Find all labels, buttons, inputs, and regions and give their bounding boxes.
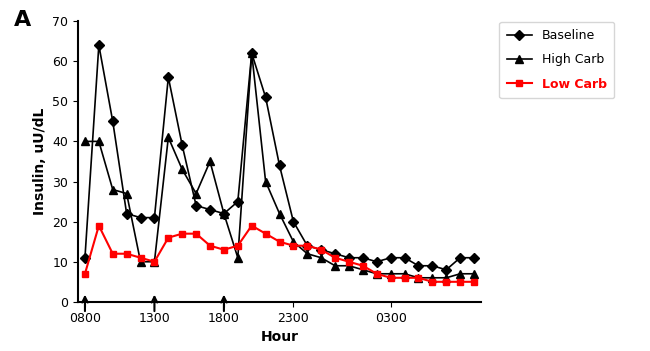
High Carb <box>443 276 450 280</box>
Baseline <box>443 268 450 272</box>
Low Carb <box>373 272 381 276</box>
High Carb <box>151 260 159 264</box>
High Carb <box>456 272 464 276</box>
Baseline <box>345 256 353 260</box>
Baseline <box>262 95 270 99</box>
Text: A: A <box>14 10 31 30</box>
Low Carb <box>95 224 103 228</box>
Baseline <box>95 43 103 47</box>
Baseline <box>415 264 422 268</box>
High Carb <box>109 187 116 192</box>
High Carb <box>95 139 103 144</box>
Low Carb <box>304 244 311 248</box>
Line: Low Carb: Low Carb <box>81 222 478 285</box>
Low Carb <box>359 264 367 268</box>
Low Carb <box>400 276 408 280</box>
Baseline <box>178 143 186 147</box>
High Carb <box>289 240 297 244</box>
Legend: Baseline, High Carb, Low Carb: Baseline, High Carb, Low Carb <box>499 22 614 98</box>
Low Carb <box>164 236 172 240</box>
High Carb <box>332 264 339 268</box>
Baseline <box>220 212 228 216</box>
Baseline <box>317 247 325 252</box>
Low Carb <box>317 247 325 252</box>
High Carb <box>178 167 186 172</box>
Baseline <box>428 264 436 268</box>
Low Carb <box>220 247 228 252</box>
Line: High Carb: High Carb <box>81 49 478 282</box>
Baseline <box>289 219 297 224</box>
High Carb <box>428 276 436 280</box>
Baseline <box>248 51 255 55</box>
High Carb <box>373 272 381 276</box>
Low Carb <box>332 256 339 260</box>
High Carb <box>206 159 214 164</box>
Baseline <box>332 252 339 256</box>
Low Carb <box>456 280 464 284</box>
High Carb <box>192 191 200 196</box>
Low Carb <box>206 244 214 248</box>
Baseline <box>470 256 478 260</box>
Baseline <box>206 207 214 212</box>
High Carb <box>81 139 89 144</box>
Low Carb <box>151 260 159 264</box>
High Carb <box>470 272 478 276</box>
High Carb <box>400 272 408 276</box>
Low Carb <box>276 240 283 244</box>
Low Carb <box>262 232 270 236</box>
Baseline <box>387 256 395 260</box>
X-axis label: Hour: Hour <box>261 330 298 344</box>
Low Carb <box>415 276 422 280</box>
Baseline <box>456 256 464 260</box>
Low Carb <box>234 244 242 248</box>
Low Carb <box>345 260 353 264</box>
High Carb <box>276 212 283 216</box>
Baseline <box>109 119 116 124</box>
Baseline <box>123 212 131 216</box>
Low Carb <box>289 244 297 248</box>
High Carb <box>317 256 325 260</box>
High Carb <box>304 252 311 256</box>
Baseline <box>359 256 367 260</box>
Baseline <box>81 256 89 260</box>
Y-axis label: Insulin, uU/dL: Insulin, uU/dL <box>32 108 47 215</box>
High Carb <box>123 191 131 196</box>
Low Carb <box>387 276 395 280</box>
Low Carb <box>136 256 144 260</box>
Baseline <box>151 216 159 220</box>
High Carb <box>345 264 353 268</box>
Low Carb <box>109 252 116 256</box>
High Carb <box>248 51 255 55</box>
Low Carb <box>123 252 131 256</box>
Low Carb <box>192 232 200 236</box>
Baseline <box>304 244 311 248</box>
Low Carb <box>443 280 450 284</box>
High Carb <box>164 135 172 139</box>
Baseline <box>136 216 144 220</box>
Baseline <box>373 260 381 264</box>
Line: Baseline: Baseline <box>81 42 478 273</box>
Low Carb <box>81 272 89 276</box>
High Carb <box>415 276 422 280</box>
Baseline <box>276 163 283 167</box>
Low Carb <box>178 232 186 236</box>
Low Carb <box>248 224 255 228</box>
High Carb <box>387 272 395 276</box>
Baseline <box>192 204 200 208</box>
High Carb <box>359 268 367 272</box>
Low Carb <box>428 280 436 284</box>
Low Carb <box>470 280 478 284</box>
Baseline <box>234 199 242 204</box>
High Carb <box>220 212 228 216</box>
Baseline <box>400 256 408 260</box>
High Carb <box>136 260 144 264</box>
High Carb <box>262 179 270 184</box>
High Carb <box>234 256 242 260</box>
Baseline <box>164 75 172 79</box>
